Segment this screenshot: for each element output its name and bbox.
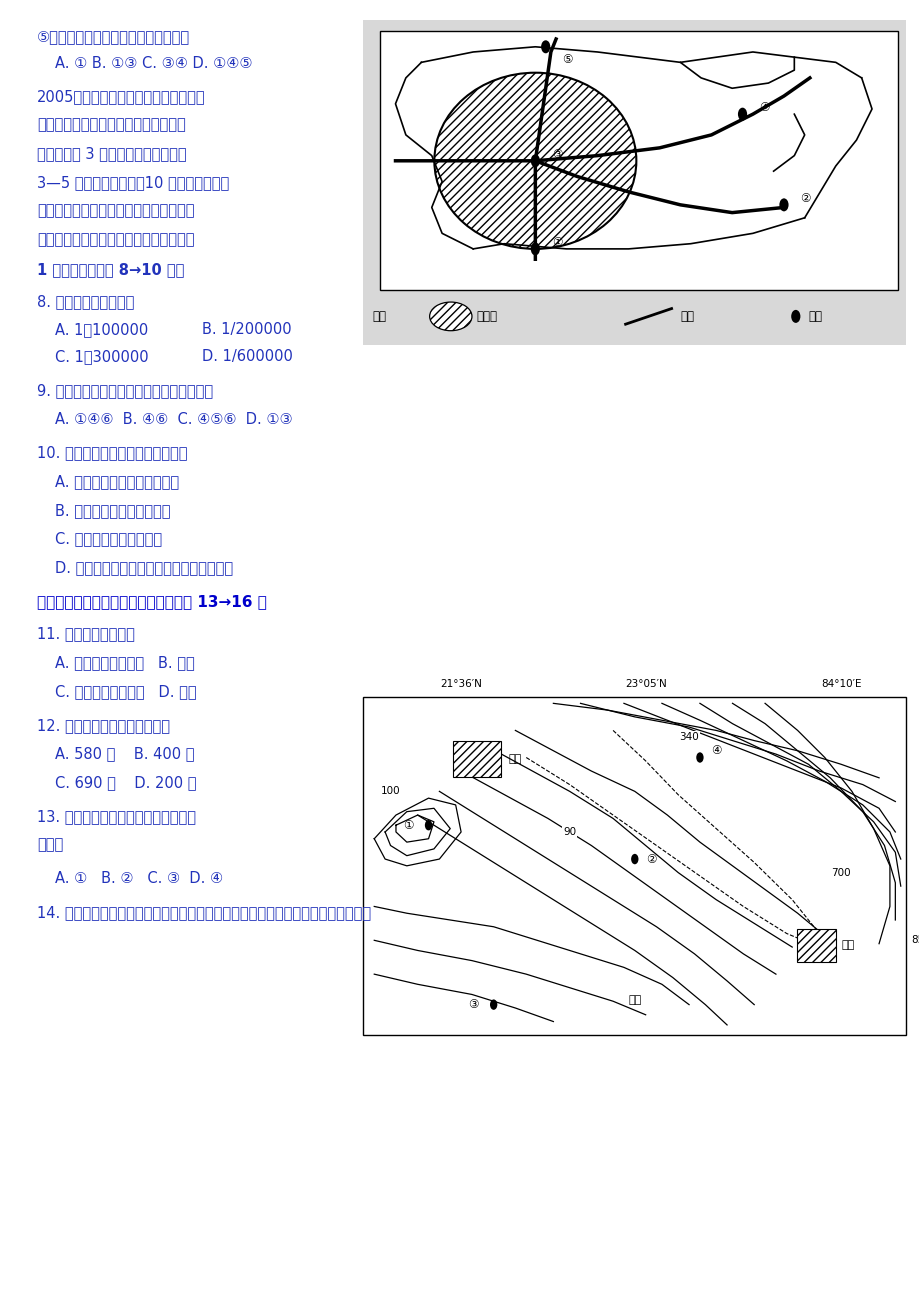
Text: C. 1：300000: C. 1：300000 [55,349,149,365]
Circle shape [696,753,703,763]
Text: 乙村: 乙村 [841,940,854,950]
Text: 扑杀区: 扑杀区 [476,310,497,323]
Text: C. 690 米    D. 200 米: C. 690 米 D. 200 米 [55,775,197,790]
Circle shape [530,242,539,255]
Text: B. 传染疾病，影响人口素质: B. 传染疾病，影响人口素质 [55,503,171,518]
Text: 村庙: 村庙 [628,995,641,1005]
Text: 9. 图中数码代表的村落，必须强制免疫的是: 9. 图中数码代表的村落，必须强制免疫的是 [37,383,212,398]
Text: ③: ③ [551,148,562,160]
FancyBboxPatch shape [797,930,835,962]
Text: 1 厘米），，判断 8→10 题。: 1 厘米），，判断 8→10 题。 [37,262,184,277]
Circle shape [737,108,746,121]
Text: ③: ③ [468,999,478,1012]
Text: A. 580 米    B. 400 米: A. 580 米 B. 400 米 [55,746,195,762]
Ellipse shape [434,73,636,249]
Text: ①: ① [403,819,414,832]
Text: A. ①   B. ②   C. ③  D. ④: A. ① B. ② C. ③ D. ④ [55,871,223,887]
Text: 必须关闭。读我国某乡镇禽流感疫情分布: 必须关闭。读我国某乡镇禽流感疫情分布 [37,203,194,219]
Text: 2005年世界一些地区爆发了严重的禽流: 2005年世界一些地区爆发了严重的禽流 [37,89,205,104]
Text: ⑤: ⑤ [562,53,573,66]
Text: D. 制约第一产业发展，不影响第三产业发展: D. 制约第一产业发展，不影响第三产业发展 [55,560,233,575]
Text: C. 先向东南，再向南   D. 向南: C. 先向东南，再向南 D. 向南 [55,684,197,699]
Circle shape [530,155,539,168]
Text: A. ①④⑥  B. ④⑥  C. ④⑤⑥  D. ①③: A. ①④⑥ B. ④⑥ C. ④⑤⑥ D. ①③ [55,411,292,427]
Text: 读某地等高线示意图（单位：米）完成 13→16 题: 读某地等高线示意图（单位：米）完成 13→16 题 [37,594,267,609]
Text: 感，我国政府采取了严格的防御对策：: 感，我国政府采取了严格的防御对策： [37,117,186,133]
Circle shape [490,1000,497,1010]
Text: ①: ① [551,236,562,249]
Text: 12. 图中陵崖的顶部高度可能是: 12. 图中陵崖的顶部高度可能是 [37,717,170,733]
Text: ④: ④ [710,745,721,758]
Text: A. 1：100000: A. 1：100000 [55,322,148,337]
Text: ②: ② [645,853,656,866]
FancyBboxPatch shape [363,697,905,1035]
Text: 图，（图中扚杀区半径的图上距离大约为: 图，（图中扚杀区半径的图上距离大约为 [37,232,194,247]
Ellipse shape [429,302,471,331]
Text: C. 造成区域环境容量增加: C. 造成区域环境容量增加 [55,531,162,547]
Text: 公路: 公路 [680,310,694,323]
Text: 图例: 图例 [372,310,386,323]
FancyBboxPatch shape [453,741,501,777]
Text: 3—5 千米内强制免疫，10 千米内活禽市场: 3—5 千米内强制免疫，10 千米内活禽市场 [37,174,229,190]
Text: 疫情发生地 3 千米内家禽全部扚杀；: 疫情发生地 3 千米内家禽全部扚杀； [37,146,187,161]
Text: 700: 700 [831,867,850,878]
Text: ④: ④ [758,102,769,115]
Text: ⑤该地区属于我国的中温带半干旱地区: ⑤该地区属于我国的中温带半干旱地区 [37,29,189,44]
Text: 8. 该分布图的比例尺是: 8. 该分布图的比例尺是 [37,294,134,310]
Text: ②: ② [800,191,811,204]
Text: 14. 假如自然地理环境不变，下面四地附近最有可能发掘出早期原始人住居遗址的是: 14. 假如自然地理环境不变，下面四地附近最有可能发掘出早期原始人住居遗址的是 [37,905,370,921]
Text: 13. 肯定既能看到甲村又能看到乙村的: 13. 肯定既能看到甲村又能看到乙村的 [37,809,196,824]
Text: A. 先向南，再向西南   B. 向北: A. 先向南，再向西南 B. 向北 [55,655,195,671]
Circle shape [790,310,800,323]
Circle shape [778,198,788,211]
Text: 85°10′E: 85°10′E [910,935,919,945]
Text: B. 1/200000: B. 1/200000 [202,322,291,337]
Circle shape [425,820,432,831]
Text: 21°36′N: 21°36′N [439,678,482,689]
Text: 90: 90 [562,827,575,837]
Text: A. ① B. ①③ C. ③④ D. ①④⑤: A. ① B. ①③ C. ③④ D. ①④⑤ [55,56,253,72]
Text: 23°05′N: 23°05′N [624,678,665,689]
Text: 340: 340 [678,732,698,742]
Text: 地点是: 地点是 [37,837,63,853]
FancyBboxPatch shape [380,31,897,290]
FancyBboxPatch shape [363,20,905,345]
Text: 甲村: 甲村 [508,754,521,764]
Circle shape [630,854,638,865]
Text: 村落: 村落 [808,310,822,323]
Text: 84°10′E: 84°10′E [820,678,860,689]
Text: 10. 禽流感对人类的影响主要表现在: 10. 禽流感对人类的影响主要表现在 [37,445,187,461]
Text: A. 造成人口年龄结构严重老化: A. 造成人口年龄结构严重老化 [55,474,179,490]
Text: D. 1/600000: D. 1/600000 [202,349,293,365]
Text: 100: 100 [380,786,400,797]
Circle shape [540,40,550,53]
Text: 11. 图中河流的流向为: 11. 图中河流的流向为 [37,626,134,642]
